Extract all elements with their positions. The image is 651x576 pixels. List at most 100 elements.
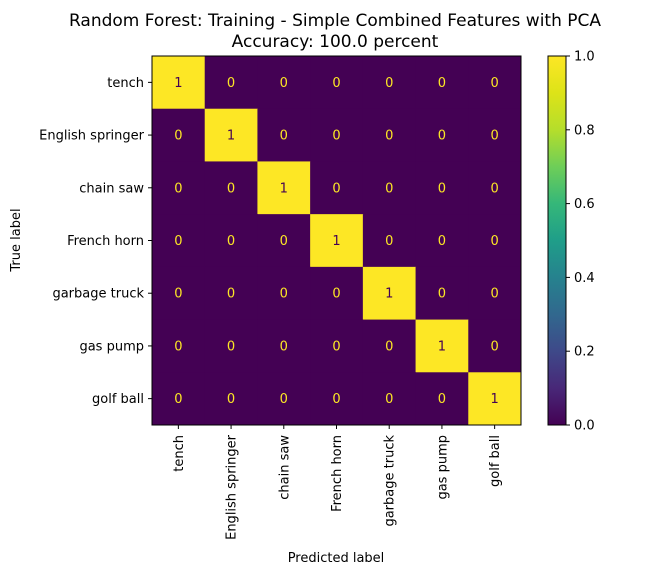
heatmap-cell <box>468 266 522 321</box>
heatmap-cell <box>415 266 469 321</box>
heatmap-cell <box>415 319 469 373</box>
cell-value-label: 0 <box>227 287 235 302</box>
cell-value-label: 0 <box>491 129 499 144</box>
cell-value-label: 1 <box>332 234 340 249</box>
x-tick-label: golf ball <box>488 435 503 487</box>
cell-value-label: 0 <box>438 392 446 407</box>
x-axis-label: Predicted label <box>288 551 385 566</box>
heatmap-cell <box>415 161 469 215</box>
heatmap-cell <box>204 161 258 215</box>
cell-value-label: 0 <box>385 392 393 407</box>
heatmap-cell <box>310 372 364 426</box>
chart-title-line-1: Random Forest: Training - Simple Combine… <box>69 11 601 31</box>
cell-value-label: 0 <box>385 339 393 354</box>
y-tick-label: garbage truck <box>52 287 144 302</box>
colorbar-tick-label: 0.8 <box>574 123 595 138</box>
cell-value-label: 0 <box>491 76 499 91</box>
cell-value-label: 0 <box>227 181 235 196</box>
y-tick-label: English springer <box>39 129 145 144</box>
cell-value-label: 0 <box>491 339 499 354</box>
cell-value-label: 0 <box>174 129 182 144</box>
heatmap-cell <box>152 266 206 321</box>
heatmap-cell <box>310 161 364 215</box>
y-axis-label: True label <box>9 208 24 272</box>
cell-value-label: 0 <box>438 129 446 144</box>
cell-value-label: 0 <box>491 181 499 196</box>
colorbar-tick-label: 0.2 <box>574 345 595 360</box>
cell-value-label: 0 <box>438 181 446 196</box>
heatmap-cell <box>152 319 206 373</box>
heatmap-cells <box>152 56 522 426</box>
cell-value-labels: 1 0 0 0 0 0 0 0 1 0 0 0 0 0 0 0 1 0 0 0 0 0 0 0 1 0 0 0 0 0 0 0 1 0 0 0 0 0 0 0… <box>174 76 499 407</box>
heatmap-cell <box>152 161 206 215</box>
x-tick-label: gas pump <box>435 435 450 500</box>
heatmap-cell <box>257 108 311 162</box>
cell-value-label: 1 <box>491 392 499 407</box>
cell-value-label: 0 <box>491 234 499 249</box>
cell-value-label: 0 <box>332 287 340 302</box>
heatmap-cell <box>362 56 417 110</box>
cell-value-label: 1 <box>174 76 182 91</box>
colorbar-tick-label: 0.4 <box>574 271 595 286</box>
heatmap-cell <box>415 372 469 426</box>
heatmap-cell <box>204 319 258 373</box>
y-axis-ticks: tench English springer chain saw French hor… <box>39 76 152 407</box>
cell-value-label: 0 <box>438 287 446 302</box>
colorbar-tick-label: 0.0 <box>574 419 595 434</box>
heatmap-cell <box>468 372 522 426</box>
heatmap-cell <box>415 214 469 268</box>
cell-value-label: 0 <box>280 392 288 407</box>
x-tick-label: tench <box>172 435 187 472</box>
cell-value-label: 0 <box>280 129 288 144</box>
cell-value-label: 0 <box>332 76 340 91</box>
heatmap-cell <box>468 161 522 215</box>
cell-value-label: 1 <box>280 181 288 196</box>
cell-value-label: 0 <box>332 339 340 354</box>
colorbar-tick-label: 1.0 <box>574 50 595 65</box>
heatmap-cell <box>152 56 206 110</box>
heatmap-cell <box>310 319 364 373</box>
heatmap-cell <box>152 214 206 268</box>
cell-value-label: 0 <box>385 76 393 91</box>
cell-value-label: 0 <box>174 339 182 354</box>
cell-value-label: 0 <box>491 287 499 302</box>
heatmap-cell <box>362 214 417 268</box>
cell-value-label: 1 <box>385 287 393 302</box>
heatmap-cell <box>468 319 522 373</box>
heatmap-cell <box>415 108 469 162</box>
colorbar-tick-label: 0.6 <box>574 197 595 212</box>
cell-value-label: 0 <box>280 76 288 91</box>
heatmap-cell <box>152 372 206 426</box>
heatmap-cell <box>257 214 311 268</box>
heatmap-cell <box>362 372 417 426</box>
cell-value-label: 0 <box>385 234 393 249</box>
cell-value-label: 0 <box>174 234 182 249</box>
cell-value-label: 0 <box>227 76 235 91</box>
y-tick-label: French horn <box>67 234 144 249</box>
cell-value-label: 0 <box>280 287 288 302</box>
heatmap-cell <box>152 108 206 162</box>
x-tick-label: French horn <box>330 435 345 512</box>
cell-value-label: 0 <box>174 392 182 407</box>
colorbar-ticks: 0.0 0.2 0.4 0.6 0.8 1.0 <box>566 50 595 434</box>
y-tick-label: tench <box>107 76 144 91</box>
cell-value-label: 0 <box>438 76 446 91</box>
heatmap-cell <box>468 56 522 110</box>
heatmap-cell <box>310 56 364 110</box>
heatmap-cell <box>310 108 364 162</box>
heatmap-cell <box>257 266 311 321</box>
heatmap-cell <box>257 161 311 215</box>
x-axis-ticks: tench English springer chain saw French hor… <box>172 425 503 540</box>
cell-value-label: 0 <box>280 339 288 354</box>
heatmap-cell <box>362 161 417 215</box>
heatmap-cell <box>362 266 417 321</box>
heatmap-cell <box>257 56 311 110</box>
cell-value-label: 0 <box>227 339 235 354</box>
cell-value-label: 0 <box>332 181 340 196</box>
cell-value-label: 1 <box>227 129 235 144</box>
x-tick-label: garbage truck <box>383 435 398 527</box>
heatmap-cell <box>257 319 311 373</box>
cell-value-label: 0 <box>174 287 182 302</box>
y-tick-label: chain saw <box>79 181 144 196</box>
heatmap-cell <box>204 108 258 162</box>
